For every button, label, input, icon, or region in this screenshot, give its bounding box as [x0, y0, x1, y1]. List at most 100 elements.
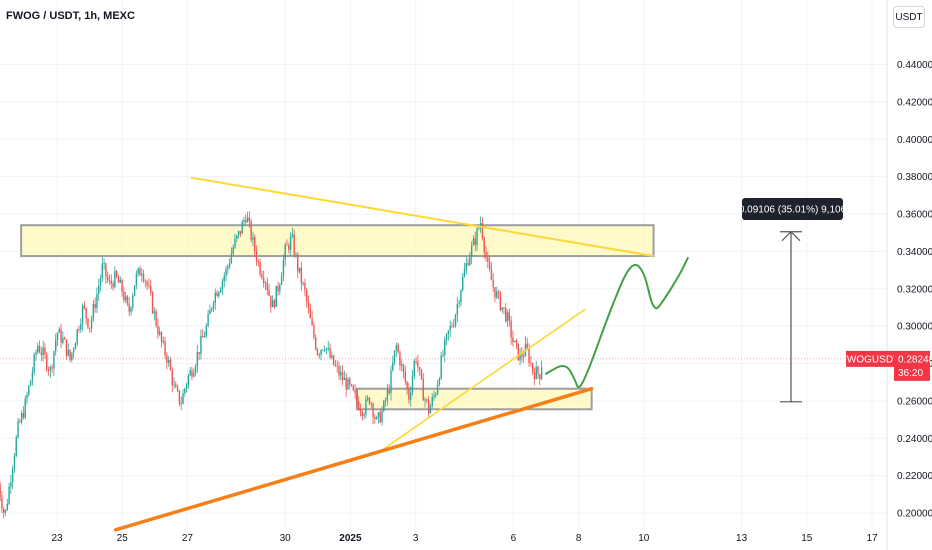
- candle-body: [135, 273, 138, 286]
- y-tick-label: 0.36000: [897, 210, 932, 221]
- candle-body: [427, 400, 430, 414]
- candle-body: [8, 486, 10, 504]
- candle-body: [451, 325, 453, 327]
- candle-body: [517, 343, 519, 361]
- candle-body: [49, 367, 52, 371]
- price-tag-symbol: FWOGUSDT: [841, 354, 899, 365]
- candle-body: [266, 282, 268, 291]
- candle-body: [363, 414, 365, 417]
- candle-body: [349, 378, 351, 385]
- candle-body: [282, 259, 285, 276]
- grid: [0, 0, 887, 528]
- descending-trendline[interactable]: [190, 176, 654, 258]
- candle-body: [411, 376, 414, 393]
- candle-body: [332, 355, 335, 365]
- projection-layer: [545, 256, 689, 389]
- candle-body: [397, 344, 399, 353]
- time-axis[interactable]: 23 25 27 30 2025 3 6 8 10 13 15 17: [51, 533, 878, 544]
- candle-body: [142, 273, 145, 281]
- candle-body: [288, 245, 290, 250]
- candle-body: [239, 231, 242, 234]
- candle-body: [257, 261, 260, 263]
- candle-body: [71, 352, 73, 360]
- candle-body: [0, 485, 1, 498]
- candle-body: [512, 337, 514, 343]
- candle-body: [246, 217, 249, 223]
- ascending-channel-line[interactable]: [382, 308, 586, 451]
- candle-body: [184, 388, 186, 394]
- candle-body: [46, 354, 48, 370]
- candle-body: [322, 349, 324, 351]
- currency-button[interactable]: USDT: [893, 6, 925, 28]
- candle-body: [230, 253, 233, 264]
- candle-body: [218, 292, 220, 297]
- price-tag-countdown: 36:20: [898, 368, 923, 379]
- candle-body: [490, 269, 493, 281]
- candle-body: [11, 468, 14, 482]
- candle-body: [300, 267, 303, 284]
- projection-path[interactable]: [545, 256, 689, 389]
- candle-body: [62, 337, 64, 343]
- resistance-zone[interactable]: [20, 224, 655, 258]
- candle-body: [173, 384, 175, 386]
- candle-body: [53, 351, 55, 369]
- candle-body: [182, 393, 184, 404]
- x-tick-label: 8: [576, 533, 582, 544]
- y-tick-label: 0.22000: [897, 471, 932, 482]
- candle-body: [223, 275, 225, 281]
- measure-tool[interactable]: 0.09106 (35.01%) 9,106: [739, 198, 847, 403]
- candle-body: [169, 359, 172, 371]
- candle-body: [1, 497, 3, 509]
- ascending-trendline[interactable]: [113, 386, 594, 532]
- candle-body: [157, 325, 159, 335]
- candle-body: [245, 220, 247, 223]
- candle-body: [198, 352, 200, 354]
- candle-body: [148, 285, 150, 287]
- x-tick-label: 27: [182, 533, 194, 544]
- candle-body: [227, 266, 229, 269]
- x-tick-label: 3: [413, 533, 419, 544]
- candle-body: [467, 262, 469, 266]
- candle-body: [164, 341, 166, 356]
- candle-body: [366, 397, 369, 400]
- price-axis[interactable]: 0.44000 0.42000 0.40000 0.38000 0.36000 0.340…: [897, 60, 932, 520]
- candle-body: [487, 257, 489, 262]
- candle-body: [483, 238, 485, 253]
- candle-body: [106, 276, 109, 280]
- candle-body: [291, 234, 294, 237]
- candle-body: [194, 366, 197, 374]
- candle-body: [35, 352, 37, 355]
- candle-body: [10, 481, 12, 487]
- candle-body: [334, 364, 337, 366]
- y-tick-label: 0.24000: [897, 434, 932, 445]
- candle-body: [92, 303, 95, 319]
- candle-body: [280, 275, 283, 285]
- candle-body: [105, 263, 107, 277]
- candle-body: [40, 352, 43, 355]
- candle-body: [193, 373, 195, 377]
- candle-body: [530, 362, 532, 364]
- candle-body: [390, 370, 392, 394]
- candle-body: [298, 267, 301, 272]
- candle-body: [449, 325, 451, 331]
- candle-body: [67, 349, 69, 356]
- candle-body: [203, 335, 206, 338]
- candle-body: [406, 382, 408, 389]
- y-tick-label: 0.44000: [897, 60, 932, 71]
- candle-body: [271, 300, 274, 308]
- candle-body: [289, 236, 292, 250]
- candle-body: [63, 337, 66, 340]
- measure-arrow: [781, 230, 801, 242]
- candle-body: [141, 273, 143, 276]
- candle-body: [323, 349, 326, 351]
- candle-body: [379, 412, 381, 423]
- candle-body: [264, 282, 267, 284]
- candle-body: [119, 279, 121, 283]
- candle-body: [33, 354, 35, 373]
- candle-body: [29, 380, 32, 386]
- candle-body: [237, 231, 240, 236]
- candle-body: [74, 343, 77, 350]
- candle-body: [393, 350, 396, 363]
- candle-body: [175, 384, 177, 388]
